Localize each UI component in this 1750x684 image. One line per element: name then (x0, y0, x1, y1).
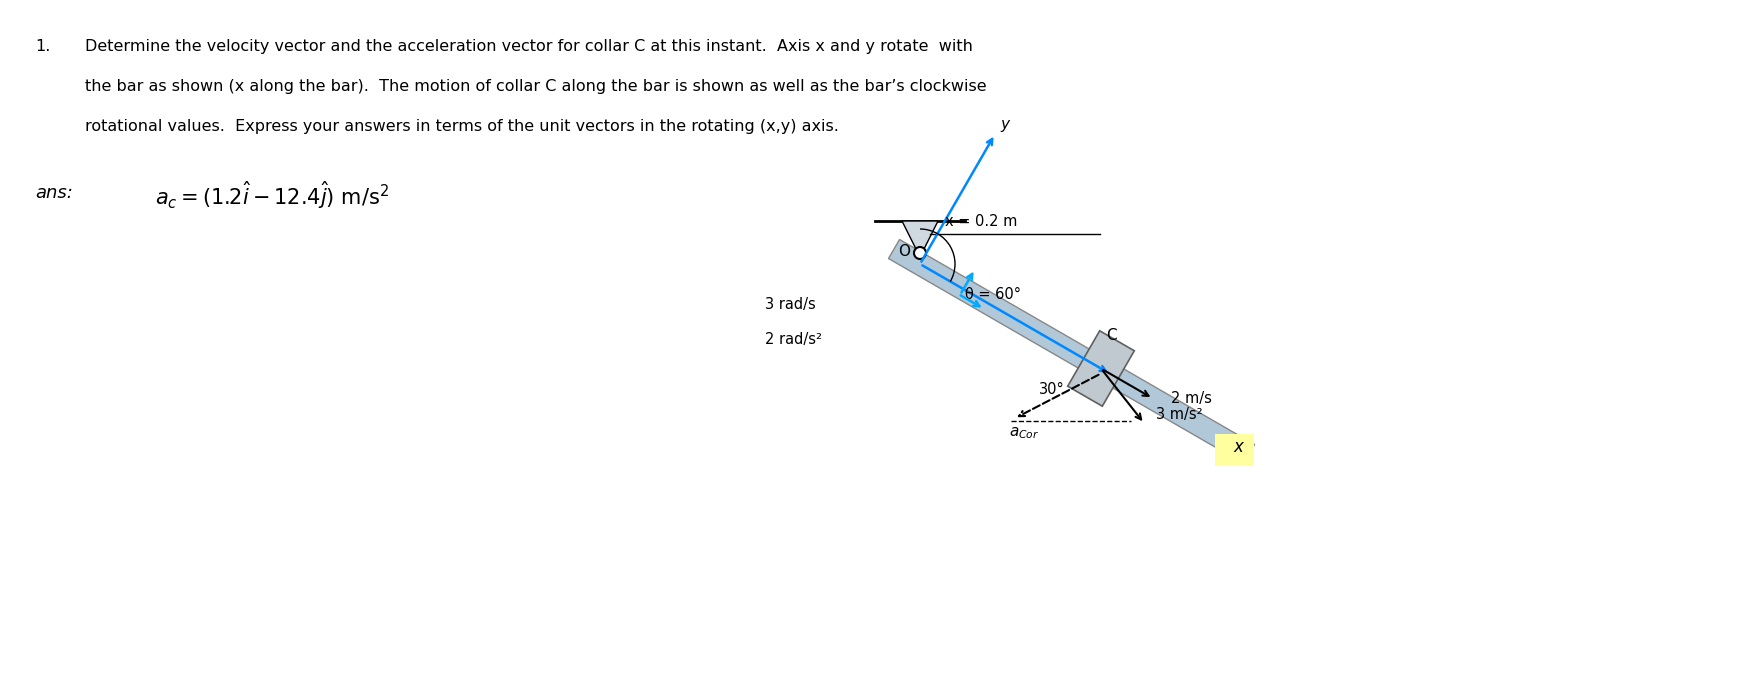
Polygon shape (1068, 331, 1134, 406)
Polygon shape (901, 221, 938, 257)
Text: 2 rad/s²: 2 rad/s² (765, 332, 822, 347)
Text: C: C (1106, 328, 1116, 343)
FancyBboxPatch shape (1214, 434, 1253, 466)
Text: 30°: 30° (1040, 382, 1066, 397)
Text: x: x (1234, 438, 1244, 456)
Text: 1.: 1. (35, 39, 51, 54)
Polygon shape (889, 239, 1255, 464)
Text: $a_{Cor}$: $a_{Cor}$ (1010, 425, 1040, 441)
Text: 2 m/s: 2 m/s (1171, 391, 1211, 406)
Text: rotational values.  Express your answers in terms of the unit vectors in the rot: rotational values. Express your answers … (86, 119, 838, 134)
Text: the bar as shown (x along the bar).  The motion of collar C along the bar is sho: the bar as shown (x along the bar). The … (86, 79, 987, 94)
Text: y: y (999, 117, 1010, 132)
Text: Determine the velocity vector and the acceleration vector for collar C at this i: Determine the velocity vector and the ac… (86, 39, 973, 54)
Text: 3 rad/s: 3 rad/s (765, 297, 816, 312)
Text: 3 m/s²: 3 m/s² (1157, 406, 1202, 421)
Text: ans:: ans: (35, 184, 74, 202)
Text: O: O (898, 244, 910, 259)
Text: x = 0.2 m: x = 0.2 m (945, 214, 1017, 229)
Text: $a_c = (1.2\hat{i} - 12.4\hat{j})$ m/s$^2$: $a_c = (1.2\hat{i} - 12.4\hat{j})$ m/s$^… (156, 179, 388, 211)
Text: θ = 60°: θ = 60° (964, 287, 1020, 302)
Circle shape (914, 247, 926, 259)
